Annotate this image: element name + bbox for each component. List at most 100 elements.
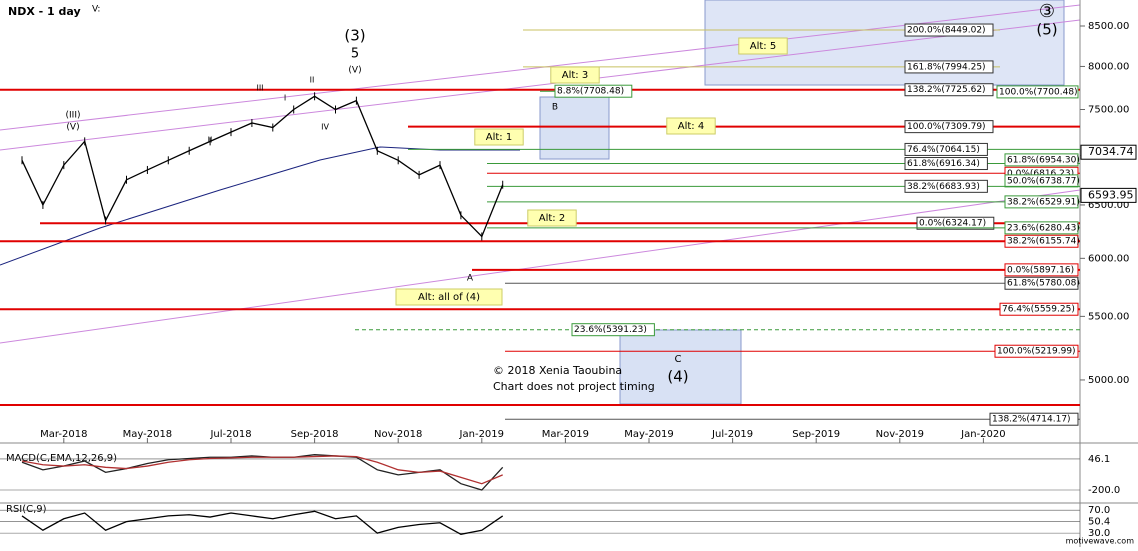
rsi-title: RSI(C,9) xyxy=(6,504,47,515)
annotation: (4) xyxy=(667,368,688,386)
annotation: A xyxy=(467,274,474,284)
price-marker-box xyxy=(1080,144,1137,160)
price-marker-box xyxy=(1080,187,1137,203)
fib-label-box xyxy=(916,216,995,230)
trend-line xyxy=(0,19,1081,151)
annotation: C xyxy=(675,354,682,365)
panel-tick-label: 50.4 xyxy=(1088,516,1110,527)
chart-title: NDX - 1 day xyxy=(8,5,81,18)
fib-label: 38.2%(6683.93) xyxy=(907,182,980,192)
alt-label-box xyxy=(550,66,600,84)
price-marker: 7034.74 xyxy=(1088,145,1134,158)
x-tick-label: Sep-2018 xyxy=(291,429,339,440)
annotation: (V) xyxy=(348,66,361,76)
fib-label: 138.2%(7725.62) xyxy=(907,85,986,95)
fib-label-box xyxy=(989,412,1079,426)
moving-average xyxy=(0,146,520,266)
fib-label-box xyxy=(904,60,994,74)
annotation: IV xyxy=(321,123,329,132)
annotation: © 2018 Xenia Taoubina xyxy=(493,364,622,377)
panel-tick-label: 46.1 xyxy=(1088,454,1110,465)
fib-label: 61.8%(6954.30) xyxy=(1007,155,1080,165)
trend-line xyxy=(0,4,1081,131)
fib-label-box xyxy=(904,179,988,193)
x-tick-label: Jul-2019 xyxy=(711,429,753,440)
panel-tick-label: 70.0 xyxy=(1088,505,1110,516)
chart-subtitle: V: xyxy=(92,5,100,15)
annotation: I xyxy=(284,94,286,103)
x-tick-label: Nov-2018 xyxy=(374,429,422,440)
annotation: (V) xyxy=(66,123,79,133)
fib-label: 100.0%(5219.99) xyxy=(997,347,1076,357)
annotation: Alt: 1 xyxy=(486,132,512,143)
trend-line xyxy=(0,189,1081,344)
fib-label: 23.6%(6280.43) xyxy=(1007,223,1080,233)
fib-label-box xyxy=(1004,195,1079,209)
fib-label: 8.8%(7708.48) xyxy=(557,87,624,97)
fib-label: 50.0%(6738.77) xyxy=(1007,176,1080,186)
fib-label: 61.8%(6916.34) xyxy=(907,159,980,169)
fib-label-box xyxy=(1004,263,1079,277)
fib-label: 38.2%(6529.91) xyxy=(1007,197,1080,207)
fib-label-box xyxy=(904,157,988,171)
alt-label-box xyxy=(666,117,716,135)
annotation: ③ xyxy=(1039,1,1055,22)
x-tick-label: Sep-2019 xyxy=(792,429,840,440)
fib-label-box xyxy=(999,302,1079,316)
panel-tick-label: 30.0 xyxy=(1088,528,1110,539)
fib-label-box xyxy=(571,323,655,337)
fib-label: 38.2%(6155.74) xyxy=(1007,237,1080,247)
fib-label-box xyxy=(904,23,994,37)
fib-label: 100.0%(7700.48) xyxy=(999,87,1078,97)
y-tick-label: 5000.00 xyxy=(1088,375,1129,386)
x-tick-label: Mar-2018 xyxy=(40,429,87,440)
fib-label-box xyxy=(554,84,633,98)
x-tick-label: Jul-2018 xyxy=(209,429,251,440)
fib-label-box xyxy=(904,83,994,97)
fib-label: 0.0%(6816.23) xyxy=(1007,169,1074,179)
annotation: Alt: 4 xyxy=(678,121,704,132)
fib-label-box xyxy=(1004,153,1079,167)
annotation: Alt: all of (4) xyxy=(418,292,480,303)
y-tick-label: 5500.00 xyxy=(1088,311,1129,322)
fib-label: 100.0%(7309.79) xyxy=(907,122,986,132)
alt-label-box xyxy=(738,37,788,55)
macd-line xyxy=(21,455,503,485)
annotation: Alt: 2 xyxy=(539,213,565,224)
fib-label: 0.0%(5897.16) xyxy=(1007,265,1074,275)
target-box xyxy=(539,96,610,160)
annotation: (3) xyxy=(344,27,365,45)
fib-label: 76.4%(7064.15) xyxy=(907,145,980,155)
annotation: II xyxy=(208,136,213,145)
fib-label: 23.6%(5391.23) xyxy=(574,325,647,335)
target-box xyxy=(619,329,742,405)
y-tick-label: 7500.00 xyxy=(1088,104,1129,115)
x-tick-label: Jan-2020 xyxy=(960,429,1005,440)
x-tick-label: Jan-2019 xyxy=(459,429,504,440)
fib-label-box xyxy=(996,85,1079,99)
y-tick-label: 6000.00 xyxy=(1088,253,1129,264)
fib-label-box xyxy=(1004,234,1079,248)
x-tick-label: Nov-2019 xyxy=(876,429,924,440)
macd-title: MACD(C,EMA,12,26,9) xyxy=(6,453,117,464)
fib-label: 61.8%(5780.08) xyxy=(1007,279,1080,289)
rsi-line xyxy=(21,510,504,535)
annotation: (5) xyxy=(1036,21,1057,39)
annotation: B xyxy=(552,103,558,113)
fib-label-box xyxy=(1004,276,1079,290)
price-marker: 6593.95 xyxy=(1088,188,1134,201)
alt-label-box xyxy=(474,128,524,146)
fib-label-box xyxy=(904,142,988,156)
y-tick-label: 8000.00 xyxy=(1088,61,1129,72)
annotation: III xyxy=(256,84,263,93)
fib-label: 161.8%(7994.25) xyxy=(907,62,986,72)
fib-label: 0.0%(6324.17) xyxy=(919,219,986,229)
fib-label: 138.2%(4714.17) xyxy=(992,415,1071,425)
annotation: Alt: 3 xyxy=(562,70,588,81)
y-tick-label: 8500.00 xyxy=(1088,21,1129,32)
annotation: II xyxy=(310,76,315,85)
panel-tick-label: -200.0 xyxy=(1088,485,1120,496)
price-line xyxy=(21,95,504,238)
alt-label-box xyxy=(527,209,577,227)
fib-label: 76.4%(5559.25) xyxy=(1002,305,1075,315)
